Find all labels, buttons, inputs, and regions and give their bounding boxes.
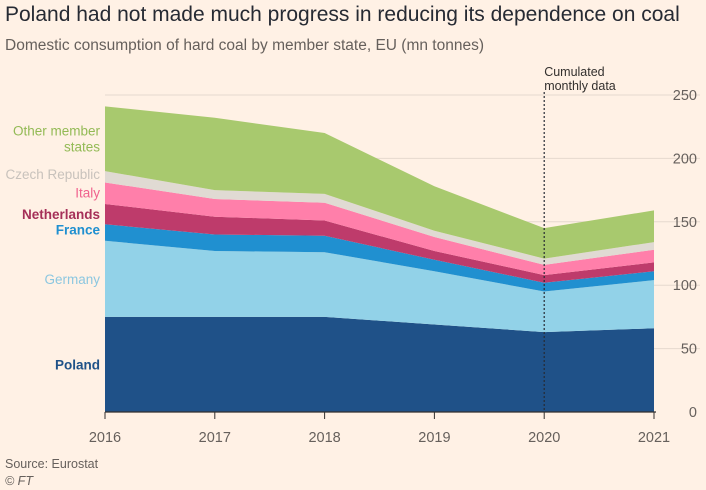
annotation-label: Cumulated monthly data [544,65,616,93]
series-label: Poland [55,357,100,372]
area-germany [105,240,654,333]
x-tick-label: 2017 [199,430,231,446]
series-label: Italy [75,185,100,200]
x-tick-label: 2018 [308,430,340,446]
chart-title: Poland had not made much progress in red… [5,3,680,26]
area-czech-republic [105,171,654,265]
y-tick-label: 200 [673,151,697,167]
area-france [105,224,654,292]
chart-subtitle: Domestic consumption of hard coal by mem… [5,37,484,54]
x-tick-label: 2016 [89,430,121,446]
x-axis: 2016 2017 2018 2019 2020 2021 [89,411,670,446]
area-series [105,106,654,412]
area-netherlands [105,204,654,283]
y-tick-label: 50 [681,342,697,358]
area-italy [105,182,654,276]
series-label: Other member states [13,124,101,155]
y-tick-label: 100 [673,278,697,294]
x-tick-label: 2019 [418,430,450,446]
annotation: Cumulated monthly data [543,65,616,412]
y-tick-label: 0 [689,405,697,421]
x-tick-label: 2021 [638,430,670,446]
credit-note: © FT [5,474,33,488]
x-tick-label: 2020 [528,430,560,446]
y-tick-label: 250 [673,88,697,104]
series-label: Netherlands [22,207,100,222]
area-poland [105,316,654,412]
y-tick-label: 150 [673,215,697,231]
series-label: France [56,223,101,238]
y-axis: 0 50 100 150 200 250 [673,88,697,421]
series-label: Germany [44,272,100,287]
source-note: Source: Eurostat [5,457,99,471]
area-other-member-states [105,106,654,259]
series-label: Czech Republic [5,167,100,182]
